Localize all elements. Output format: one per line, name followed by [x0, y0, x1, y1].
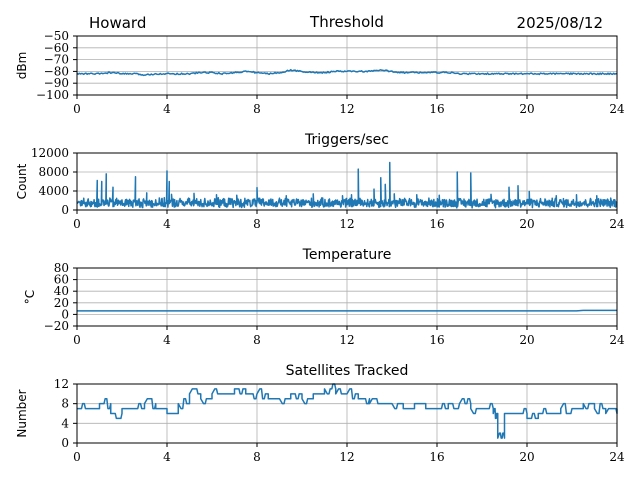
threshold-ylabel: dBm: [15, 52, 29, 80]
satellites-panel: 0 4 8 12 16 20 24 0 4 8 12 Satellites Tracked Number: [15, 363, 625, 464]
triggers-panel: 0 4 8 12 16 20 24 0 4000 8000 12000 Triggers/sec Cou…: [15, 132, 625, 231]
satellites-ytick-label-2: 8: [61, 397, 69, 411]
triggers-xtick-label-6: 24: [609, 217, 625, 231]
threshold-xtick-label-3: 12: [339, 102, 354, 116]
triggers-xtick-label-4: 16: [429, 217, 444, 231]
temperature-series-line: [77, 309, 617, 312]
report-date: 2025/08/12: [517, 14, 603, 32]
satellites-xtick-label-5: 20: [519, 450, 534, 464]
satellites-xtick-label-4: 16: [429, 450, 444, 464]
threshold-ytick-label-2: −80: [44, 64, 69, 78]
threshold-xtick-label-1: 4: [163, 102, 171, 116]
temperature-ytick-label-0: −20: [44, 319, 69, 333]
satellites-xtick-label-6: 24: [609, 450, 625, 464]
threshold-ytick-label-5: −50: [44, 29, 69, 43]
satellites-ytick-label-1: 4: [61, 416, 69, 430]
triggers-xtick-label-1: 4: [163, 217, 171, 231]
temperature-xtick-label-5: 20: [519, 333, 534, 347]
triggers-ytick-label-0: 0: [61, 203, 69, 217]
threshold-ytick-label-3: −70: [44, 53, 69, 67]
threshold-panel: 0 4 8 12 16 20 24 −100−90−80−70−60−50 Threshold d…: [15, 13, 625, 116]
triggers-xtick-label-3: 12: [339, 217, 354, 231]
temperature-xtick-label-2: 8: [253, 333, 261, 347]
satellites-ytick-label-3: 12: [54, 377, 69, 391]
temperature-ytick-label-5: 80: [54, 261, 69, 275]
triggers-xtick-label-2: 8: [253, 217, 261, 231]
triggers-ylabel: Count: [15, 163, 29, 199]
threshold-xtick-label-0: 0: [73, 102, 81, 116]
satellites-xtick-label-2: 8: [253, 450, 261, 464]
threshold-xtick-label-5: 20: [519, 102, 534, 116]
triggers-ytick-label-2: 8000: [38, 165, 69, 179]
triggers-xtick-label-0: 0: [73, 217, 81, 231]
temperature-ytick-label-3: 40: [54, 284, 69, 298]
threshold-title: Threshold: [309, 13, 384, 31]
satellites-series-line: [77, 383, 618, 439]
threshold-ytick-label-0: −100: [36, 88, 69, 102]
threshold-xtick-label-2: 8: [253, 102, 261, 116]
temperature-xtick-label-6: 24: [609, 333, 625, 347]
satellites-xtick-label-1: 4: [163, 450, 171, 464]
threshold-ytick-label-4: −60: [44, 41, 69, 55]
satellites-xtick-label-0: 0: [73, 450, 81, 464]
threshold-series-line: [76, 68, 618, 77]
triggers-xtick-label-5: 20: [519, 217, 534, 231]
temperature-xtick-label-1: 4: [163, 333, 171, 347]
threshold-xtick-label-4: 16: [429, 102, 444, 116]
triggers-series-line: [76, 161, 618, 209]
temperature-ytick-label-1: 0: [61, 307, 69, 321]
triggers-ytick-label-3: 12000: [31, 146, 69, 160]
temperature-xtick-label-3: 12: [339, 333, 354, 347]
temperature-xtick-label-4: 16: [429, 333, 444, 347]
triggers-title: Triggers/sec: [304, 132, 389, 148]
temperature-ytick-label-2: 20: [54, 296, 69, 310]
satellites-ytick-label-0: 0: [61, 436, 69, 450]
threshold-xtick-label-6: 24: [609, 102, 625, 116]
temperature-title: Temperature: [302, 247, 392, 263]
threshold-ytick-label-1: −90: [44, 76, 69, 90]
triggers-ytick-label-1: 4000: [38, 184, 69, 198]
satellites-title: Satellites Tracked: [286, 363, 409, 379]
temperature-xtick-label-0: 0: [73, 333, 81, 347]
satellites-xtick-label-3: 12: [339, 450, 354, 464]
satellites-ylabel: Number: [15, 389, 29, 437]
temperature-ytick-label-4: 60: [54, 273, 69, 287]
temperature-ylabel: °C: [23, 290, 37, 304]
station-name: Howard: [89, 14, 146, 32]
